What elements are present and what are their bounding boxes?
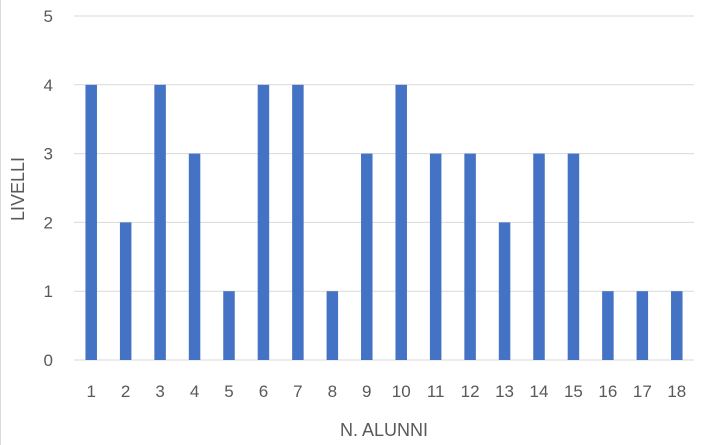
- x-tick-label: 1: [86, 382, 95, 401]
- bar-10: [395, 84, 407, 361]
- bar-13: [498, 222, 511, 360]
- x-tick-label: 12: [461, 382, 480, 401]
- y-axis-title: LIVELLI: [8, 157, 28, 221]
- bar-12: [464, 153, 476, 360]
- y-tick-label: 4: [44, 76, 53, 95]
- bar-11: [429, 153, 442, 360]
- x-tick-label: 5: [224, 382, 233, 401]
- bar-15: [567, 153, 580, 360]
- bar-4: [188, 153, 201, 360]
- y-tick-label: 0: [44, 351, 53, 370]
- bar-2: [119, 222, 132, 360]
- bar-16: [602, 291, 614, 360]
- bar-18: [671, 291, 683, 360]
- bar-8: [326, 291, 339, 360]
- y-tick-label: 3: [44, 145, 53, 164]
- x-tick-label: 7: [293, 382, 302, 401]
- y-tick-labels: 0 1 2 3 4 5: [44, 7, 53, 370]
- bar-1: [85, 84, 97, 361]
- x-tick-label: 13: [495, 382, 514, 401]
- x-tick-label: 8: [328, 382, 337, 401]
- x-tick-label: 6: [259, 382, 268, 401]
- x-tick-label: 16: [598, 382, 617, 401]
- bar-7: [292, 84, 304, 361]
- x-tick-label: 4: [190, 382, 199, 401]
- y-tick-label: 5: [44, 7, 53, 26]
- x-tick-label: 10: [392, 382, 411, 401]
- y-tick-label: 2: [44, 213, 53, 232]
- bar-3: [154, 84, 166, 361]
- x-axis-title: N. ALUNNI: [340, 420, 428, 440]
- x-tick-label: 9: [362, 382, 371, 401]
- gridlines: [74, 15, 694, 361]
- x-tick-label: 18: [667, 382, 686, 401]
- bar-9: [361, 153, 373, 360]
- bars: [85, 84, 683, 361]
- bar-5: [223, 291, 235, 360]
- x-tick-label: 2: [121, 382, 130, 401]
- y-tick-label: 1: [44, 282, 53, 301]
- x-tick-label: 3: [155, 382, 164, 401]
- bar-17: [636, 291, 649, 360]
- x-tick-label: 17: [633, 382, 652, 401]
- bar-6: [257, 84, 270, 361]
- x-tick-label: 15: [564, 382, 583, 401]
- x-tick-labels: 1 2 3 4 5 6 7 8 9 10 11 12 13 14 15 16 17 18: [86, 382, 686, 401]
- x-tick-label: 14: [530, 382, 549, 401]
- bar-14: [533, 153, 545, 360]
- x-tick-label: 11: [427, 382, 445, 401]
